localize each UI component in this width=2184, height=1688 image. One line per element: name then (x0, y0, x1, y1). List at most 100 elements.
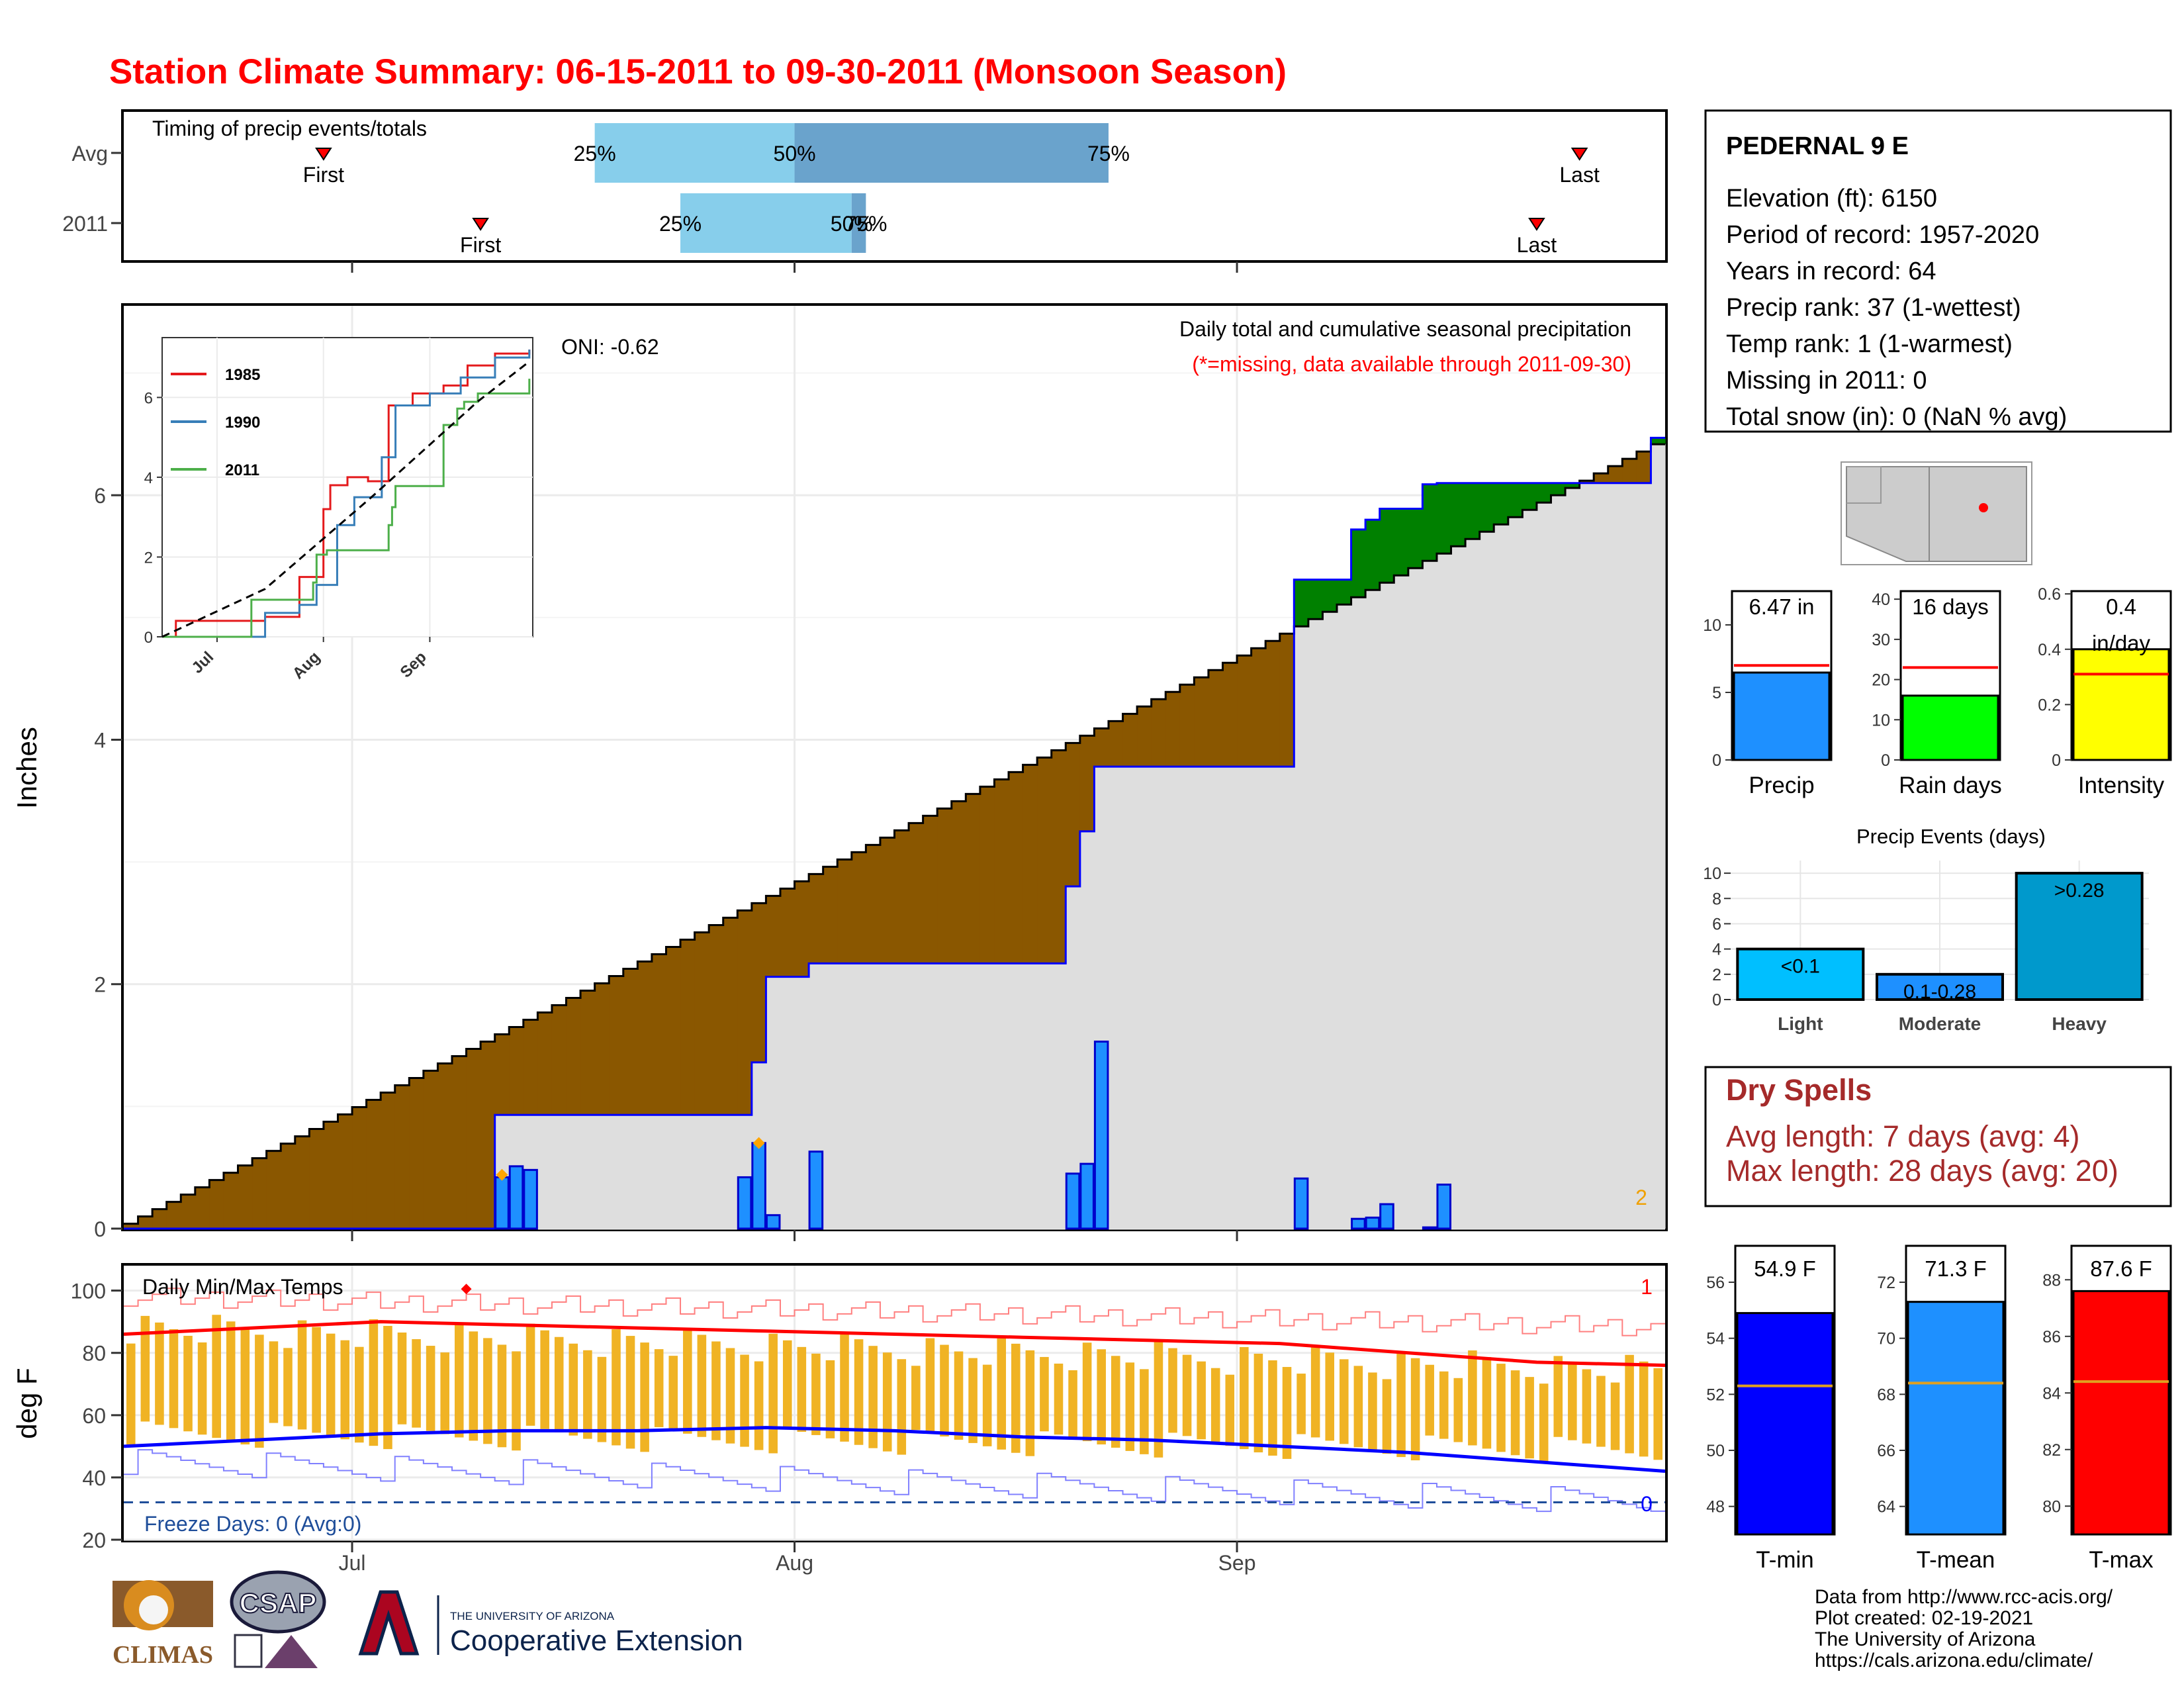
temp-summary-t-max-ytick-label: 86 (2042, 1328, 2061, 1346)
temp-ytick-label: 40 (82, 1466, 106, 1490)
cumulative-base-fill (1251, 767, 1266, 1229)
deficit-fill (780, 888, 796, 977)
surplus-fill (1322, 579, 1338, 612)
daily-temp-bar (483, 1338, 492, 1444)
deficit-fill (1137, 706, 1152, 767)
daily-temp-bar (697, 1335, 707, 1437)
daily-temp-bar (1596, 1376, 1606, 1447)
daily-temp-bar (854, 1339, 864, 1445)
cumulative-base-fill (537, 1115, 553, 1229)
cumulative-base-fill (694, 1115, 709, 1229)
summary-precip-ytick-label: 5 (1712, 684, 1721, 702)
inset-legend-label: 1985 (225, 366, 260, 384)
temp-summary-t-min-bar (1736, 1312, 1834, 1536)
timing-bar-q2 (851, 193, 866, 253)
deficit-fill (394, 1085, 410, 1229)
svg-text:THE UNIVERSITY OF ARIZONA: THE UNIVERSITY OF ARIZONA (450, 1610, 615, 1622)
cumulative-base-fill (1351, 597, 1366, 1229)
daily-temp-bar (1468, 1350, 1477, 1446)
daily-temp-bar (640, 1342, 649, 1452)
cumulative-base-fill (994, 963, 1009, 1229)
timing-p25-label: 25% (659, 212, 702, 236)
cumulative-base-fill (979, 963, 995, 1229)
cumulative-base-fill (1465, 539, 1480, 1229)
station-info-line: Total snow (in): 0 (NaN % avg) (1726, 403, 2067, 431)
daily-temp-bar (269, 1341, 279, 1423)
daily-precip-bar (1093, 1041, 1109, 1230)
daily-precip-marker (752, 1137, 765, 1149)
cumulative-base-fill (880, 963, 895, 1229)
cumulative-base-fill (1308, 619, 1324, 1229)
deficit-fill (451, 1056, 467, 1229)
deficit-fill (152, 1209, 167, 1229)
summary-precip-ytick-label: 10 (1703, 616, 1721, 635)
daily-temp-bar (882, 1352, 892, 1452)
daily-temp-bar (982, 1364, 992, 1446)
deficit-fill (352, 1107, 367, 1229)
surplus-fill (1308, 579, 1324, 620)
surplus-fill (1651, 438, 1666, 445)
footer-credit-line: Plot created: 02-19-2021 (1815, 1607, 2033, 1629)
surplus-fill (1379, 508, 1394, 583)
cumulative-base-fill (1037, 963, 1052, 1229)
figure-title: Station Climate Summary: 06-15-2011 to 0… (109, 52, 1287, 91)
cumulative-base-fill (594, 1115, 610, 1229)
station-info-line: Precip rank: 37 (1-wettest) (1726, 294, 2021, 322)
station-info-line: Temp rank: 1 (1-warmest) (1726, 330, 2013, 358)
daily-temp-bar (1310, 1346, 1320, 1438)
footer-credit-line: Data from http://www.rcc-acis.org/ (1815, 1586, 2113, 1608)
cumulative-base-fill (1565, 488, 1580, 1229)
footer-credit-line: The University of Arizona (1815, 1628, 2036, 1650)
daily-temp-bar (768, 1333, 778, 1454)
cumulative-base-fill (937, 963, 952, 1229)
cumulative-base-fill (709, 1115, 724, 1229)
deficit-fill (1194, 677, 1209, 767)
cumulative-base-fill (1294, 626, 1309, 1229)
temp-summary-t-mean-ytick-label: 64 (1877, 1498, 1895, 1517)
deficit-fill (124, 1223, 139, 1229)
inset-series-line (162, 350, 531, 638)
daily-temp-bar (283, 1348, 293, 1427)
temp-panel (121, 1263, 1668, 1542)
deficit-fill (637, 961, 653, 1115)
station-name: PEDERNAL 9 E (1726, 132, 1909, 160)
daily-precip-bar (494, 1176, 510, 1230)
surplus-fill (1451, 483, 1466, 547)
deficit-fill (994, 779, 1009, 964)
daily-temp-bar (1097, 1349, 1106, 1445)
daily-temp-bar (612, 1329, 621, 1446)
temp-summary-t-min-label: T-min (1756, 1547, 1814, 1573)
deficit-fill (566, 998, 581, 1115)
daily-temp-bar (397, 1333, 407, 1425)
svg-text:CLIMAS: CLIMAS (113, 1641, 213, 1669)
events-category-label: Moderate (1899, 1013, 1981, 1034)
cumulative-base-fill (966, 963, 981, 1229)
surplus-fill (1294, 579, 1309, 627)
cumulative-base-fill (1079, 831, 1095, 1229)
deficit-fill (1622, 459, 1637, 483)
cumulative-base-fill (1208, 767, 1224, 1229)
timing-first-marker (315, 148, 332, 161)
daily-temp-bar (654, 1349, 664, 1427)
cumulative-base-fill (1536, 502, 1552, 1229)
cumulative-base-fill (1279, 767, 1295, 1229)
cumulative-base-fill (1436, 553, 1452, 1229)
station-info-line: Missing in 2011: 0 (1726, 367, 1927, 395)
temp-summary-t-min-ytick-label: 50 (1706, 1442, 1725, 1460)
daily-temp-bar (583, 1350, 592, 1439)
cumulative-base-fill (923, 963, 938, 1229)
deficit-fill (1023, 765, 1038, 964)
inset-ytick-label: 0 (144, 629, 153, 647)
deficit-fill (1179, 684, 1195, 767)
deficit-fill (338, 1114, 353, 1229)
events-ytick-label: 4 (1712, 941, 1721, 959)
daily-temp-bar (1225, 1374, 1235, 1446)
daily-temp-bar (1496, 1364, 1506, 1452)
daily-precip-bar (1293, 1177, 1309, 1230)
temp-summary-t-mean-ytick-label: 68 (1877, 1385, 1895, 1404)
surplus-fill (1551, 483, 1566, 496)
surplus-fill (1494, 483, 1509, 525)
cumulative-base-fill (851, 963, 866, 1229)
temp-summary-t-mean-ytick-label: 70 (1877, 1330, 1895, 1348)
daily-temp-bar (169, 1329, 179, 1429)
